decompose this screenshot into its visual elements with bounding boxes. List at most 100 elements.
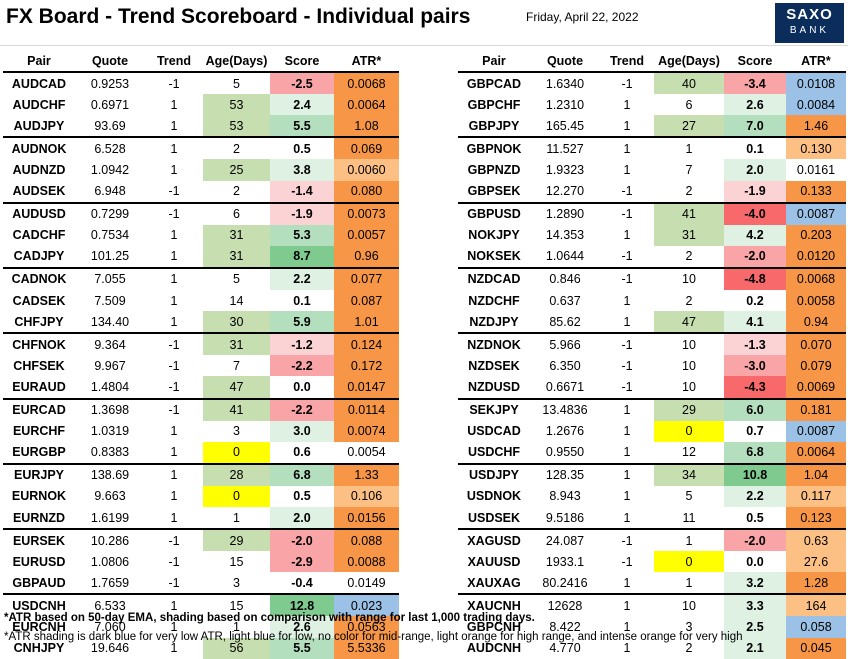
trend-cell: 1 bbox=[170, 489, 178, 504]
pair-cell: EURNOK bbox=[11, 489, 67, 504]
age-cell: 5 bbox=[233, 76, 240, 91]
score-cell: -4.3 bbox=[724, 376, 786, 399]
atr-cell: 1.46 bbox=[786, 115, 846, 138]
trend-cell: -1 bbox=[168, 575, 180, 590]
score-cell: 7.0 bbox=[724, 115, 786, 138]
atr-cell: 1.28 bbox=[786, 572, 846, 595]
quote-cell: 0.9550 bbox=[545, 445, 585, 460]
age-cell: 15 bbox=[229, 554, 244, 569]
trend-cell: 1 bbox=[623, 163, 631, 178]
trend-cell: 1 bbox=[600, 136, 654, 160]
score-cell: 3.8 bbox=[270, 159, 334, 181]
atr-cell: 0.0073 bbox=[334, 201, 399, 225]
trend-cell: 1 bbox=[170, 424, 178, 439]
score-cell: 6.8 bbox=[724, 441, 786, 464]
score-cell: 0.1 bbox=[724, 136, 786, 160]
pair-cell: GBPNOK bbox=[458, 136, 530, 160]
pair-cell: USDCHF bbox=[467, 445, 521, 460]
age-cell: 25 bbox=[203, 159, 270, 181]
age-cell: 11 bbox=[682, 510, 696, 525]
table-row: AUDJPY 93.69 1 53 5.5 1.08 bbox=[3, 115, 399, 138]
trend-cell: -1 bbox=[621, 249, 633, 264]
score-cell: -1.3 bbox=[724, 332, 786, 356]
atr-cell: 0.0058 bbox=[786, 290, 846, 312]
trend-cell: 1 bbox=[145, 593, 203, 617]
pair-cell: EURGBP bbox=[12, 445, 66, 460]
table-row: CADCHF 0.7534 1 31 5.3 0.0057 bbox=[3, 224, 399, 246]
trend-cell: 1 bbox=[170, 228, 178, 243]
age-cell: 6 bbox=[685, 97, 693, 112]
quote-cell: 1.2676 bbox=[545, 424, 585, 439]
score-cell: -1.4 bbox=[270, 180, 334, 203]
quote-cell: 1.7659 bbox=[90, 575, 130, 590]
score-cell: 0.0 bbox=[746, 554, 764, 569]
trend-cell: -1 bbox=[168, 554, 180, 569]
atr-cell: 0.0087 bbox=[786, 201, 846, 225]
age-cell: 5 bbox=[203, 266, 270, 291]
trend-cell: 1 bbox=[623, 489, 631, 504]
score-cell: 4.1 bbox=[724, 311, 786, 334]
atr-cell: 0.117 bbox=[786, 485, 846, 507]
pair-cell: USDCAD bbox=[467, 424, 521, 439]
table-row: CHFJPY 134.40 1 30 5.9 1.01 bbox=[3, 311, 399, 334]
age-cell: 10 bbox=[682, 358, 696, 373]
quote-cell: 1.3698 bbox=[75, 397, 145, 421]
age-cell: 53 bbox=[203, 115, 270, 138]
table-row: GBPCAD 1.6340 -1 40 -3.4 0.0108 bbox=[458, 72, 846, 95]
header-age: Age(Days) bbox=[654, 50, 724, 74]
trend-cell: 1 bbox=[623, 575, 631, 590]
atr-cell: 0.0108 bbox=[786, 72, 846, 95]
scoreboard-table-right: Pair Quote Trend Age(Days) Score ATR* GB… bbox=[458, 50, 846, 659]
quote-cell: 0.6671 bbox=[545, 379, 585, 394]
age-cell: 2 bbox=[685, 249, 693, 264]
atr-cell: 0.124 bbox=[334, 332, 399, 356]
table-row: AUDUSD 0.7299 -1 6 -1.9 0.0073 bbox=[3, 201, 399, 225]
atr-cell: 0.0068 bbox=[786, 266, 846, 291]
trend-cell: -1 bbox=[145, 397, 203, 421]
score-cell: 3.2 bbox=[724, 572, 786, 595]
table-row: NOKJPY 14.353 1 31 4.2 0.203 bbox=[458, 224, 846, 246]
table-row: GBPNOK 11.527 1 1 0.1 0.130 bbox=[458, 136, 846, 160]
quote-cell: 6.533 bbox=[75, 593, 145, 617]
atr-cell: 0.088 bbox=[334, 528, 399, 552]
atr-cell: 0.023 bbox=[334, 593, 399, 617]
atr-cell: 0.0064 bbox=[334, 94, 399, 116]
table-row: AUDCHF 0.6971 1 53 2.4 0.0064 bbox=[3, 94, 399, 116]
age-cell: 1 bbox=[685, 575, 693, 590]
atr-cell: 0.172 bbox=[334, 355, 399, 377]
atr-cell: 0.0088 bbox=[334, 551, 399, 573]
trend-cell: 1 bbox=[170, 314, 178, 329]
atr-cell: 0.087 bbox=[334, 290, 399, 312]
table-row: AUDSEK 6.948 -1 2 -1.4 0.080 bbox=[3, 180, 399, 203]
atr-cell: 0.0068 bbox=[334, 72, 399, 95]
atr-cell: 0.070 bbox=[786, 332, 846, 356]
quote-cell: 0.846 bbox=[530, 266, 600, 291]
trend-cell: -1 bbox=[621, 379, 633, 394]
age-cell: 31 bbox=[203, 245, 270, 268]
pair-cell: USDCNH bbox=[3, 593, 75, 617]
age-cell: 1 bbox=[654, 136, 724, 160]
trend-cell: 1 bbox=[170, 249, 178, 264]
trend-cell: 1 bbox=[623, 228, 631, 243]
table-row: GBPNZD 1.9323 1 7 2.0 0.0161 bbox=[458, 159, 846, 181]
quote-cell: 14.353 bbox=[545, 228, 585, 243]
trend-cell: 1 bbox=[623, 424, 631, 439]
score-cell: -3.0 bbox=[724, 355, 786, 377]
score-cell: -1.2 bbox=[270, 332, 334, 356]
pair-cell: GBPCHF bbox=[467, 97, 521, 112]
score-cell: -3.4 bbox=[724, 72, 786, 95]
age-cell: 0 bbox=[654, 420, 724, 442]
table-row: XAUXAG 80.2416 1 1 3.2 1.28 bbox=[458, 572, 846, 595]
age-cell: 28 bbox=[203, 462, 270, 486]
pair-cell: NZDCAD bbox=[458, 266, 530, 291]
atr-cell: 0.079 bbox=[786, 355, 846, 377]
score-cell: -1.9 bbox=[270, 201, 334, 225]
quote-cell: 128.35 bbox=[530, 462, 600, 486]
pair-cell: AUDNOK bbox=[3, 136, 75, 160]
atr-cell: 0.63 bbox=[786, 528, 846, 552]
score-cell: 0.5 bbox=[746, 510, 764, 525]
trend-cell: 1 bbox=[170, 445, 178, 460]
pair-cell: GBPJPY bbox=[468, 118, 520, 133]
table-row: EURCAD 1.3698 -1 41 -2.2 0.0114 bbox=[3, 397, 399, 421]
pair-cell: CADCHF bbox=[12, 228, 66, 243]
